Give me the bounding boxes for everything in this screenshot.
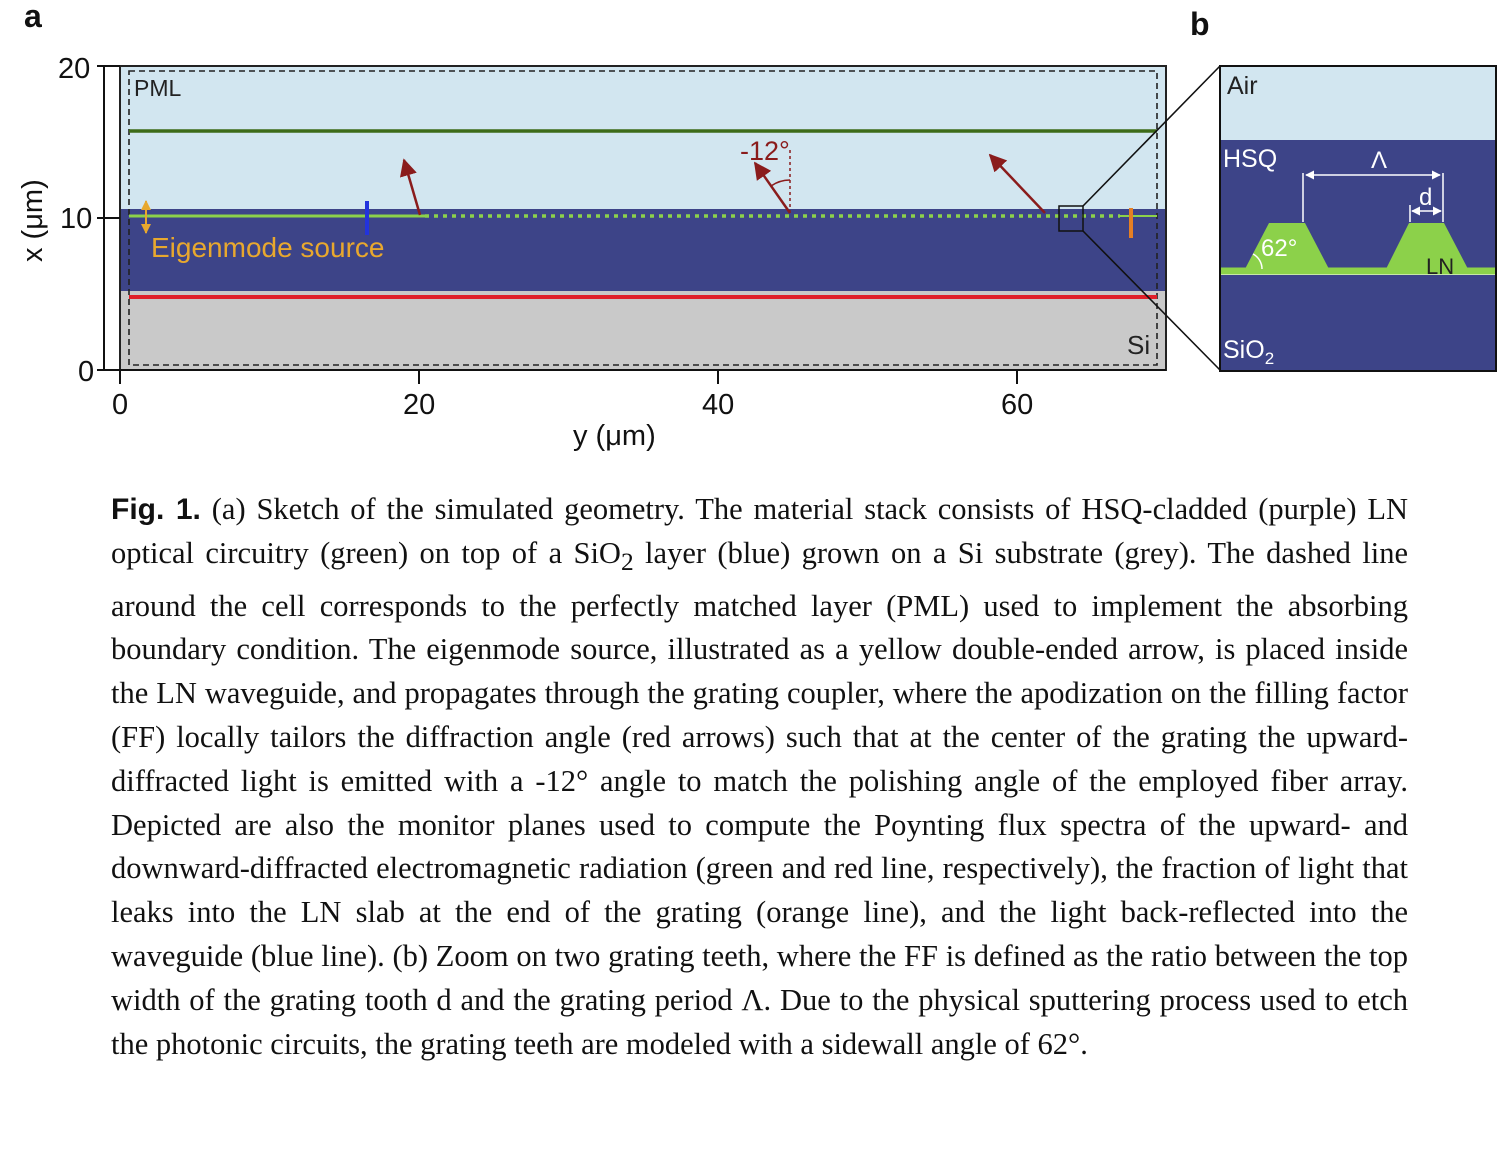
x-axis-label: y (μm) — [573, 420, 656, 452]
width-label: d — [1419, 184, 1432, 211]
zoom-sio2 — [1220, 275, 1496, 371]
hsq-label: HSQ — [1223, 145, 1277, 173]
diffraction-arrow-center — [753, 161, 792, 214]
pml-label: PML — [134, 75, 182, 101]
y-tick-label-0: 20 — [58, 53, 90, 85]
hsq-region — [120, 209, 1166, 291]
air-label: Air — [1227, 72, 1258, 100]
si-substrate — [120, 291, 1166, 370]
x-tick-label-1: 20 — [403, 389, 435, 421]
zoom-box — [1058, 205, 1084, 232]
sio2-label: SiO2 — [1223, 336, 1274, 368]
x-tick-label-2: 40 — [702, 389, 734, 421]
y-tick-label-1: 10 — [60, 203, 92, 235]
panel-b: b Λ d 62° Air HSQ LN SiO2 — [1190, 6, 1497, 372]
diffraction-arrow-left — [399, 158, 422, 216]
eigenmode-source-label: Eigenmode source — [151, 232, 384, 263]
sio2-label-main: SiO — [1223, 336, 1265, 364]
caption-text-2: layer (blue) grown on a Si substrate (gr… — [111, 535, 1408, 1061]
panel-a-label: a — [24, 0, 42, 34]
x-tick-label-3: 60 — [1001, 389, 1033, 421]
ln-label: LN — [1426, 254, 1454, 279]
angle-label: -12° — [740, 136, 790, 166]
zoom-air — [1220, 66, 1496, 140]
si-label: Si — [1127, 330, 1150, 360]
sio2-label-sub: 2 — [1265, 349, 1274, 368]
diffraction-arrow-right — [988, 153, 1046, 214]
angle-arc — [770, 179, 791, 187]
zoom-frame — [1219, 65, 1497, 372]
figure-caption: Fig. 1. (a) Sketch of the simulated geom… — [111, 488, 1408, 1066]
grating-tooth-1 — [1245, 223, 1329, 269]
air-region — [120, 66, 1166, 209]
period-label: Λ — [1371, 147, 1387, 174]
x-tick-label-0: 0 — [112, 389, 128, 421]
panel-a: a Eigenmode source -12° PML Si — [17, 0, 1221, 452]
sidewall-angle-label: 62° — [1261, 235, 1297, 262]
caption-label: Fig. 1. — [111, 493, 201, 526]
figure-1: a Eigenmode source -12° PML Si — [17, 0, 1497, 452]
zoom-line-top — [1082, 65, 1221, 207]
zoom-line-bottom — [1082, 230, 1221, 371]
panel-b-label: b — [1190, 6, 1210, 42]
sidewall-angle-arc — [1252, 253, 1263, 270]
grating-tooth-2 — [1386, 223, 1468, 269]
caption-text-1: (a) Sketch of the simulated geometry. Th… — [111, 492, 1408, 570]
pml-boundary — [128, 70, 1158, 366]
y-tick-label-2: 0 — [78, 356, 94, 388]
caption-subscript: 2 — [620, 547, 634, 576]
y-axis-label: x (μm) — [17, 179, 49, 262]
